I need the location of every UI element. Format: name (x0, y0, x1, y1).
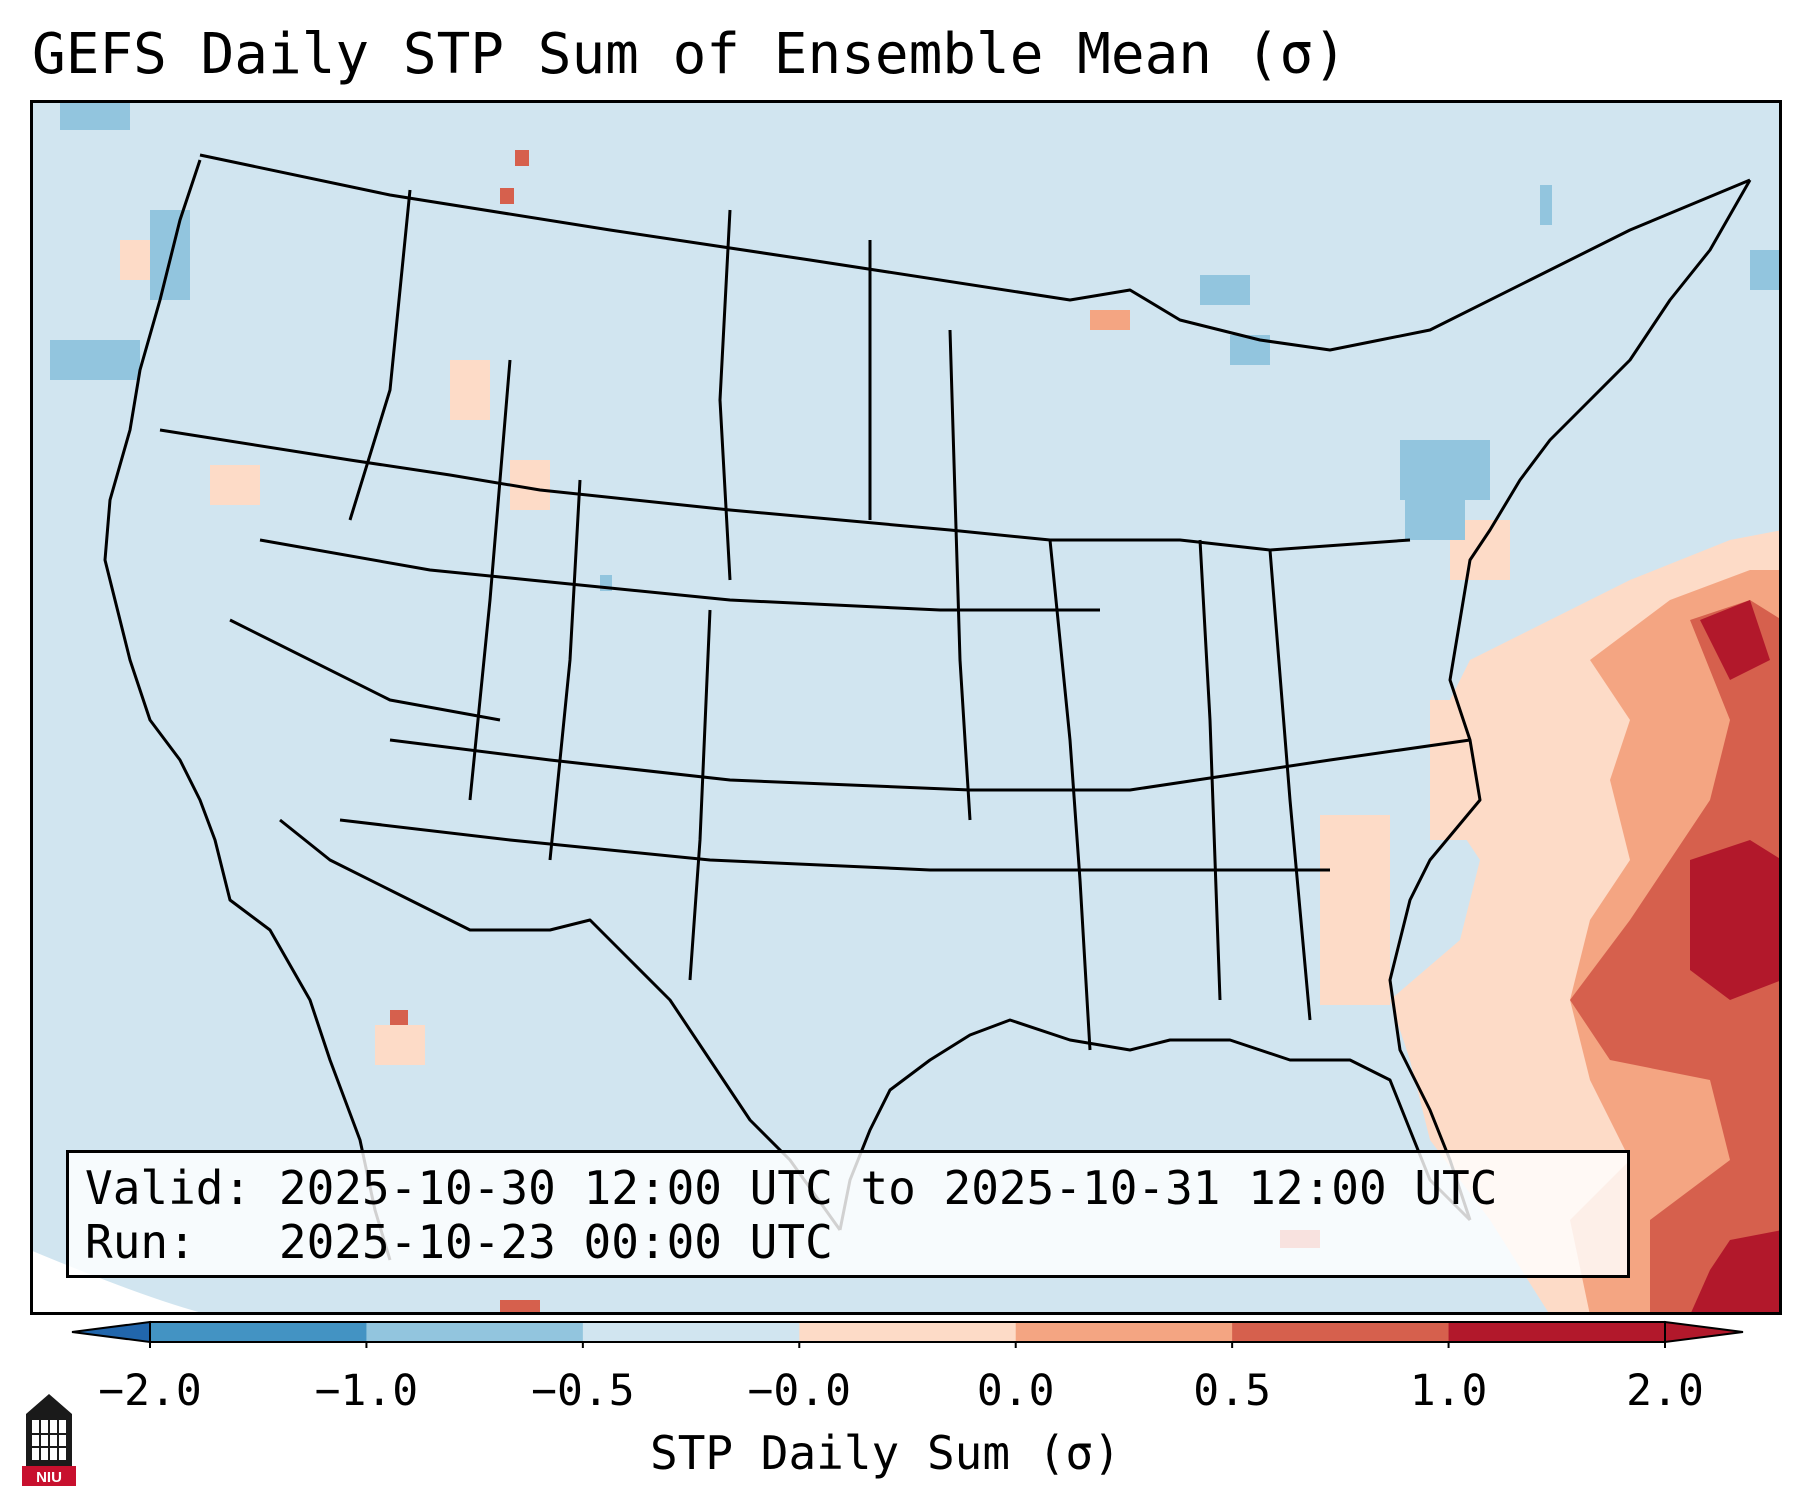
colorbar-segment (799, 1322, 1017, 1342)
logo-text: NIU (36, 1469, 62, 1486)
niu-logo: NIU (22, 1394, 76, 1486)
colorbar-tick-label: −0.0 (747, 1366, 852, 1416)
colorbar-tick-label: 0.5 (1193, 1366, 1271, 1416)
colorbar-tick-label: −1.0 (314, 1366, 419, 1416)
state-borders (103, 153, 1752, 1261)
colorbar-segment (150, 1322, 367, 1342)
colorbar-tick-label: −0.5 (531, 1366, 635, 1416)
anomaly-cells (50, 100, 1782, 1315)
domain-edge-left (30, 1250, 210, 1315)
colorbar-extend-high (1664, 1320, 1744, 1344)
map-border (30, 100, 1782, 1315)
run-line: Run: 2025-10-23 00:00 UTC (85, 1215, 833, 1269)
map-canvas (30, 100, 1782, 1315)
anomaly-region-strong (1570, 600, 1782, 1315)
colorbar-segment (582, 1322, 800, 1342)
colorbar-segment (1015, 1322, 1233, 1342)
valid-label: Valid: (85, 1161, 252, 1215)
map-panel: Valid: 2025-10-30 12:00 UTC to 2025-10-3… (30, 100, 1782, 1315)
valid-line: Valid: 2025-10-30 12:00 UTC to 2025-10-3… (85, 1161, 1497, 1215)
colorbar-segment (1232, 1322, 1450, 1342)
run-label: Run: (85, 1215, 196, 1269)
run-time: 2025-10-23 00:00 UTC (278, 1215, 833, 1269)
colorbar-tick-label: 1.0 (1409, 1366, 1488, 1416)
map-title: GEFS Daily STP Sum of Ensemble Mean (σ) (32, 22, 1347, 87)
anomaly-region-max (1690, 840, 1782, 1000)
colorbar-tick-label: −2.0 (98, 1366, 202, 1416)
colorbar-tick-label: 0.0 (976, 1366, 1055, 1416)
valid-time-range: 2025-10-30 12:00 UTC to 2025-10-31 12:00… (278, 1161, 1498, 1215)
colorbar-border (149, 1321, 1666, 1343)
colorbar-label: STP Daily Sum (σ) (650, 1426, 1121, 1480)
colorbar-extend-low (71, 1320, 151, 1344)
validity-info-box: Valid: 2025-10-30 12:00 UTC to 2025-10-3… (66, 1150, 1630, 1278)
colorbar-tick-label: 2.0 (1626, 1366, 1704, 1416)
colorbar (71, 1320, 1744, 1348)
colorbar-segment (366, 1322, 584, 1342)
colorbar-segment (1448, 1322, 1666, 1342)
